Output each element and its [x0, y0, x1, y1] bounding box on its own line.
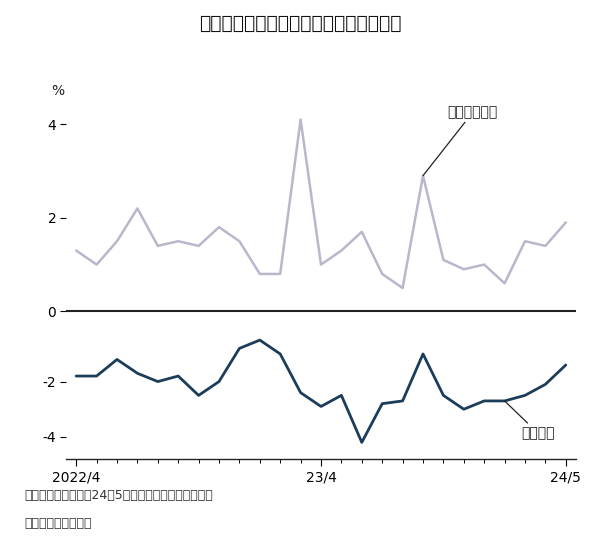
Text: （出所）厚生労働省: （出所）厚生労働省 [24, 517, 91, 530]
Text: 実質賃金: 実質賃金 [505, 401, 554, 440]
Text: %: % [52, 85, 65, 98]
Text: 実質賃金のマイナス幅は縮小しつつある: 実質賃金のマイナス幅は縮小しつつある [199, 14, 401, 33]
Text: 現金給与総額: 現金給与総額 [423, 106, 498, 176]
Text: （注）前年同月比。24年5月は速報値、ほかは確報値: （注）前年同月比。24年5月は速報値、ほかは確報値 [24, 489, 213, 503]
